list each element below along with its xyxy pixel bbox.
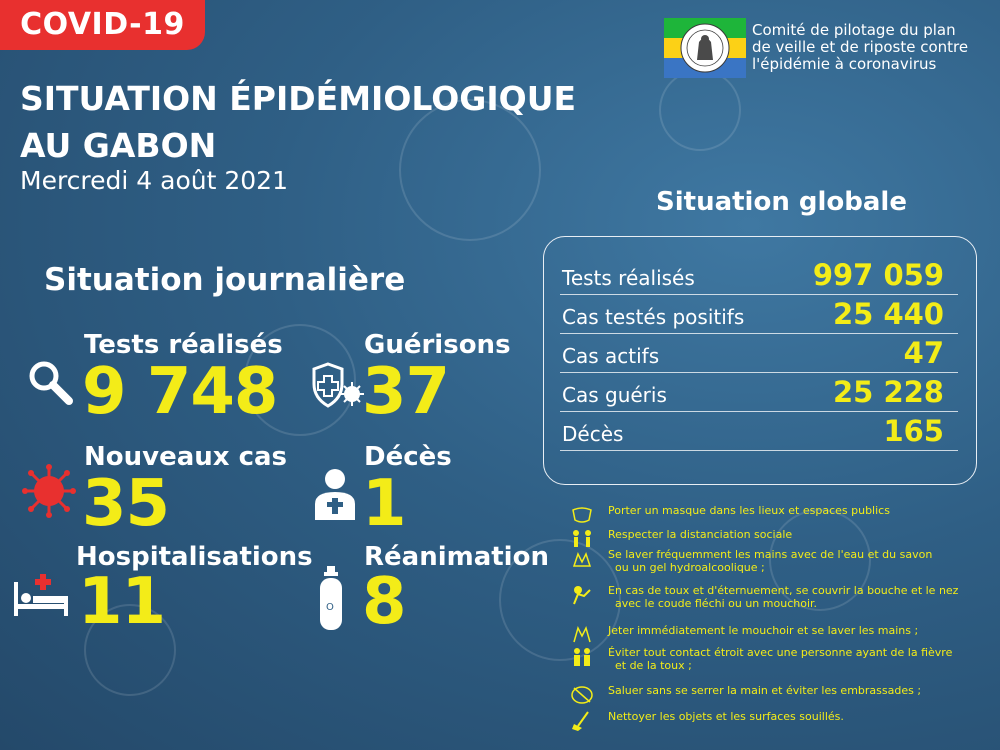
advice-text: Respecter la distanciation sociale <box>608 528 793 541</box>
tests-label: Tests réalisés <box>84 330 283 360</box>
organization-name: Comité de pilotage du plan de veille et … <box>752 22 968 73</box>
hospitalizations-label: Hospitalisations <box>76 542 313 572</box>
new-cases-value: 35 <box>82 467 170 541</box>
global-stats-panel: Tests réalisés 997 059 Cas testés positi… <box>543 236 977 485</box>
advice-text: Se laver fréquemment les mains avec de l… <box>608 548 933 574</box>
hand-wash-icon <box>572 552 592 567</box>
org-line-1: Comité de pilotage du plan <box>752 21 956 39</box>
magnifier-icon <box>29 361 73 405</box>
advice-text: Nettoyer les objets et les surfaces soui… <box>608 710 844 723</box>
global-row: Cas actifs 47 <box>560 333 958 373</box>
global-row: Tests réalisés 997 059 <box>560 255 958 295</box>
deaths-label: Décès <box>364 442 452 472</box>
icu-value: 8 <box>362 565 407 639</box>
cleaning-icon <box>572 711 589 731</box>
recoveries-label: Guérisons <box>364 330 511 360</box>
hospitalizations-value: 11 <box>78 565 166 639</box>
shield-plus-icon <box>312 362 364 408</box>
recoveries-value: 37 <box>362 355 450 429</box>
global-value: 25 228 <box>833 375 944 409</box>
svg-text:O: O <box>326 602 334 613</box>
global-label: Cas testés positifs <box>562 305 745 329</box>
covid-tag: COVID-19 <box>0 0 205 50</box>
global-label: Cas guéris <box>562 383 667 407</box>
page-title-line-2: AU GABON <box>20 126 217 165</box>
new-cases-label: Nouveaux cas <box>84 442 288 472</box>
global-row: Cas testés positifs 25 440 <box>560 294 958 334</box>
global-row: Cas guéris 25 228 <box>560 372 958 412</box>
global-value: 165 <box>883 414 944 448</box>
global-label: Tests réalisés <box>562 266 695 290</box>
oxygen-tank-icon: O <box>320 566 342 630</box>
person-cross-icon <box>315 469 355 520</box>
global-label: Cas actifs <box>562 344 660 368</box>
global-row: Décès 165 <box>560 411 958 451</box>
mask-icon <box>572 507 592 523</box>
gabon-emblem-logo <box>664 18 746 78</box>
global-value: 997 059 <box>812 258 944 292</box>
virus-icon <box>22 464 76 518</box>
advice-text: Porter un masque dans les lieux et espac… <box>608 504 890 517</box>
advice-text: Saluer sans se serrer la main et éviter … <box>608 684 922 697</box>
tissue-icon <box>573 625 591 643</box>
org-line-2: de veille et de riposte contre <box>752 38 969 56</box>
global-label: Décès <box>562 422 624 446</box>
global-value: 25 440 <box>833 297 944 331</box>
cough-icon <box>573 586 591 605</box>
report-date: Mercredi 4 août 2021 <box>20 166 288 195</box>
advice-text: Éviter tout contact étroit avec une pers… <box>608 646 953 672</box>
global-heading: Situation globale <box>656 187 907 217</box>
advice-text: En cas de toux et d'éternuement, se couv… <box>608 584 959 610</box>
hospital-bed-icon <box>14 574 68 616</box>
icu-label: Réanimation <box>364 542 549 572</box>
tests-value: 9 748 <box>82 355 278 429</box>
contact-icon <box>574 648 590 666</box>
org-line-3: l'épidémie à coronavirus <box>752 55 937 73</box>
advice-text: Jeter immédiatement le mouchoir et se la… <box>608 624 919 637</box>
global-value: 47 <box>903 336 944 370</box>
no-handshake-icon <box>571 686 593 704</box>
daily-heading: Situation journalière <box>44 262 406 298</box>
deaths-value: 1 <box>362 467 407 541</box>
page-title-line-1: SITUATION ÉPIDÉMIOLOGIQUE <box>20 79 577 118</box>
distancing-icon <box>573 530 591 547</box>
